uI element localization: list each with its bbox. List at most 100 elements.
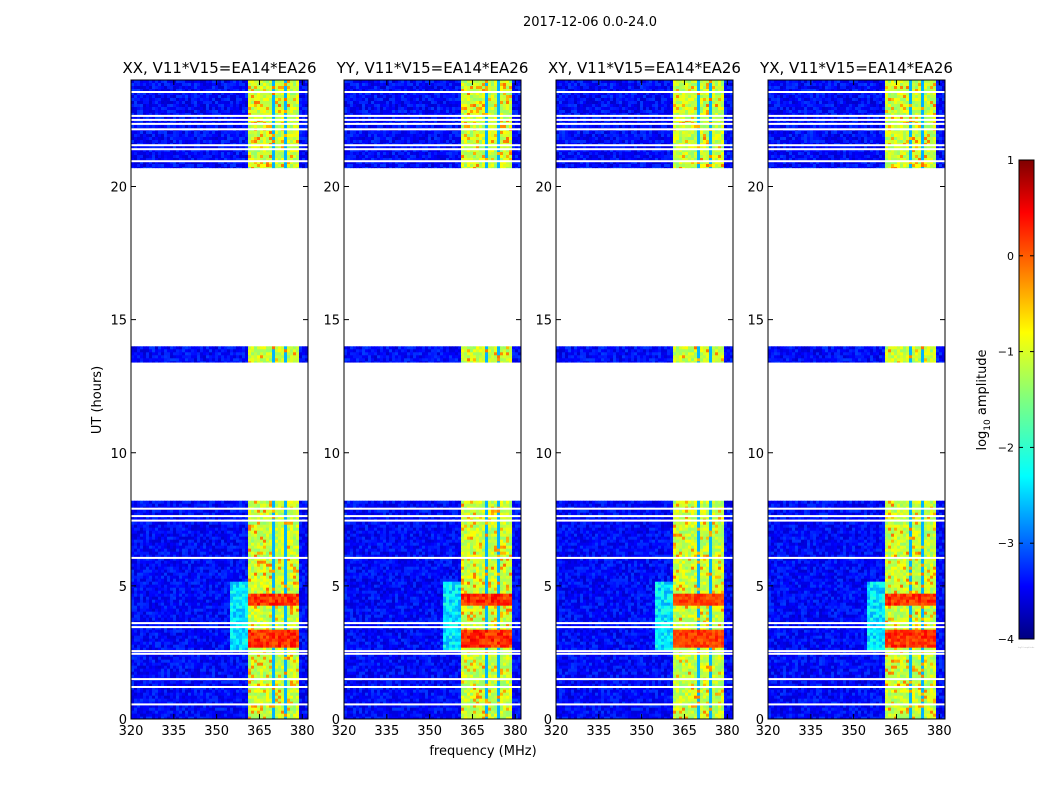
- heatmap-cell: [302, 626, 306, 630]
- heatmap-cell: [257, 674, 261, 678]
- heatmap-cell: [170, 563, 174, 567]
- heatmap-cell: [263, 632, 267, 636]
- heatmap-cell: [185, 551, 189, 555]
- heatmap-cell: [233, 689, 237, 693]
- heatmap-cell: [185, 509, 189, 513]
- heatmap-cell: [218, 605, 222, 609]
- heatmap-cell: [224, 665, 228, 669]
- heatmap-cell: [173, 545, 177, 549]
- heatmap-cell: [251, 542, 255, 546]
- heatmap-cell: [305, 593, 309, 597]
- heatmap-cell: [149, 352, 153, 356]
- heatmap-cell: [302, 566, 306, 570]
- heatmap-cell: [272, 590, 276, 594]
- heatmap-cell: [179, 629, 183, 633]
- heatmap-cell: [212, 86, 216, 90]
- heatmap-cell: [218, 611, 222, 615]
- heatmap-cell: [197, 521, 201, 525]
- heatmap-cell: [230, 668, 234, 672]
- heatmap-cell: [293, 536, 297, 540]
- heatmap-cell: [218, 560, 222, 564]
- heatmap-cell: [230, 590, 234, 594]
- heatmap-cell: [302, 608, 306, 612]
- heatmap-cell: [275, 509, 279, 513]
- heatmap-cell: [287, 509, 291, 513]
- heatmap-cell: [293, 716, 297, 720]
- heatmap-cell: [140, 92, 144, 96]
- heatmap-cell: [212, 668, 216, 672]
- heatmap-cell: [293, 361, 297, 363]
- heatmap-cell: [257, 680, 261, 684]
- heatmap-cell: [167, 710, 171, 714]
- heatmap-cell: [254, 605, 258, 609]
- heatmap-cell: [158, 632, 162, 636]
- heatmap-cell: [158, 635, 162, 639]
- heatmap-cell: [284, 584, 288, 588]
- heatmap-cell: [164, 596, 168, 600]
- heatmap-cell: [209, 503, 213, 507]
- heatmap-cell: [239, 352, 243, 356]
- heatmap-cell: [164, 89, 168, 93]
- heatmap-cell: [290, 527, 294, 531]
- heatmap-cell: [191, 524, 195, 528]
- heatmap-cell: [245, 578, 249, 582]
- heatmap-cell: [278, 629, 282, 633]
- heatmap-cell: [173, 710, 177, 714]
- heatmap-cell: [230, 587, 234, 591]
- heatmap-cell: [278, 674, 282, 678]
- heatmap-cell: [245, 512, 249, 516]
- heatmap-cell: [176, 578, 180, 582]
- heatmap-cell: [212, 89, 216, 93]
- heatmap-cell: [134, 602, 138, 606]
- heatmap-cell: [179, 521, 183, 525]
- heatmap-cell: [209, 578, 213, 582]
- heatmap-cell: [173, 683, 177, 687]
- heatmap-cell: [245, 533, 249, 537]
- heatmap-cell: [239, 656, 243, 660]
- heatmap-cell: [299, 608, 303, 612]
- heatmap-cell: [224, 626, 228, 630]
- heatmap-cell: [173, 704, 177, 708]
- heatmap-cell: [257, 593, 261, 597]
- heatmap-cell: [197, 554, 201, 558]
- heatmap-cell: [149, 617, 153, 621]
- heatmap-cell: [296, 683, 300, 687]
- heatmap-cell: [182, 650, 186, 654]
- heatmap-cell: [239, 572, 243, 576]
- heatmap-cell: [221, 599, 225, 603]
- heatmap-cell: [299, 566, 303, 570]
- heatmap-cell: [290, 710, 294, 714]
- heatmap-cell: [143, 641, 147, 645]
- heatmap-cell: [149, 698, 153, 702]
- heatmap-cell: [209, 701, 213, 705]
- heatmap-cell: [254, 671, 258, 675]
- heatmap-cell: [227, 659, 231, 663]
- heatmap-cell: [182, 83, 186, 87]
- heatmap-cell: [164, 647, 168, 651]
- heatmap-cell: [302, 716, 306, 720]
- heatmap-cell: [140, 524, 144, 528]
- heatmap-cell: [170, 644, 174, 648]
- heatmap-cell: [224, 647, 228, 651]
- heatmap-cell: [254, 584, 258, 588]
- heatmap-cell: [239, 575, 243, 579]
- heatmap-cell: [218, 80, 222, 84]
- heatmap-cell: [233, 635, 237, 639]
- heatmap-cell: [134, 524, 138, 528]
- heatmap-cell: [281, 635, 285, 639]
- heatmap-cell: [209, 623, 213, 627]
- heatmap-cell: [137, 349, 141, 353]
- heatmap-cell: [278, 611, 282, 615]
- heatmap-cell: [203, 358, 207, 362]
- heatmap-cell: [275, 629, 279, 633]
- heatmap-cell: [254, 662, 258, 666]
- heatmap-cell: [197, 602, 201, 606]
- heatmap-cell: [188, 89, 192, 93]
- heatmap-cell: [230, 349, 234, 353]
- heatmap-cell: [239, 533, 243, 537]
- heatmap-cell: [203, 554, 207, 558]
- heatmap-cell: [203, 614, 207, 618]
- heatmap-cell: [170, 641, 174, 645]
- heatmap-cell: [230, 572, 234, 576]
- heatmap-cell: [173, 560, 177, 564]
